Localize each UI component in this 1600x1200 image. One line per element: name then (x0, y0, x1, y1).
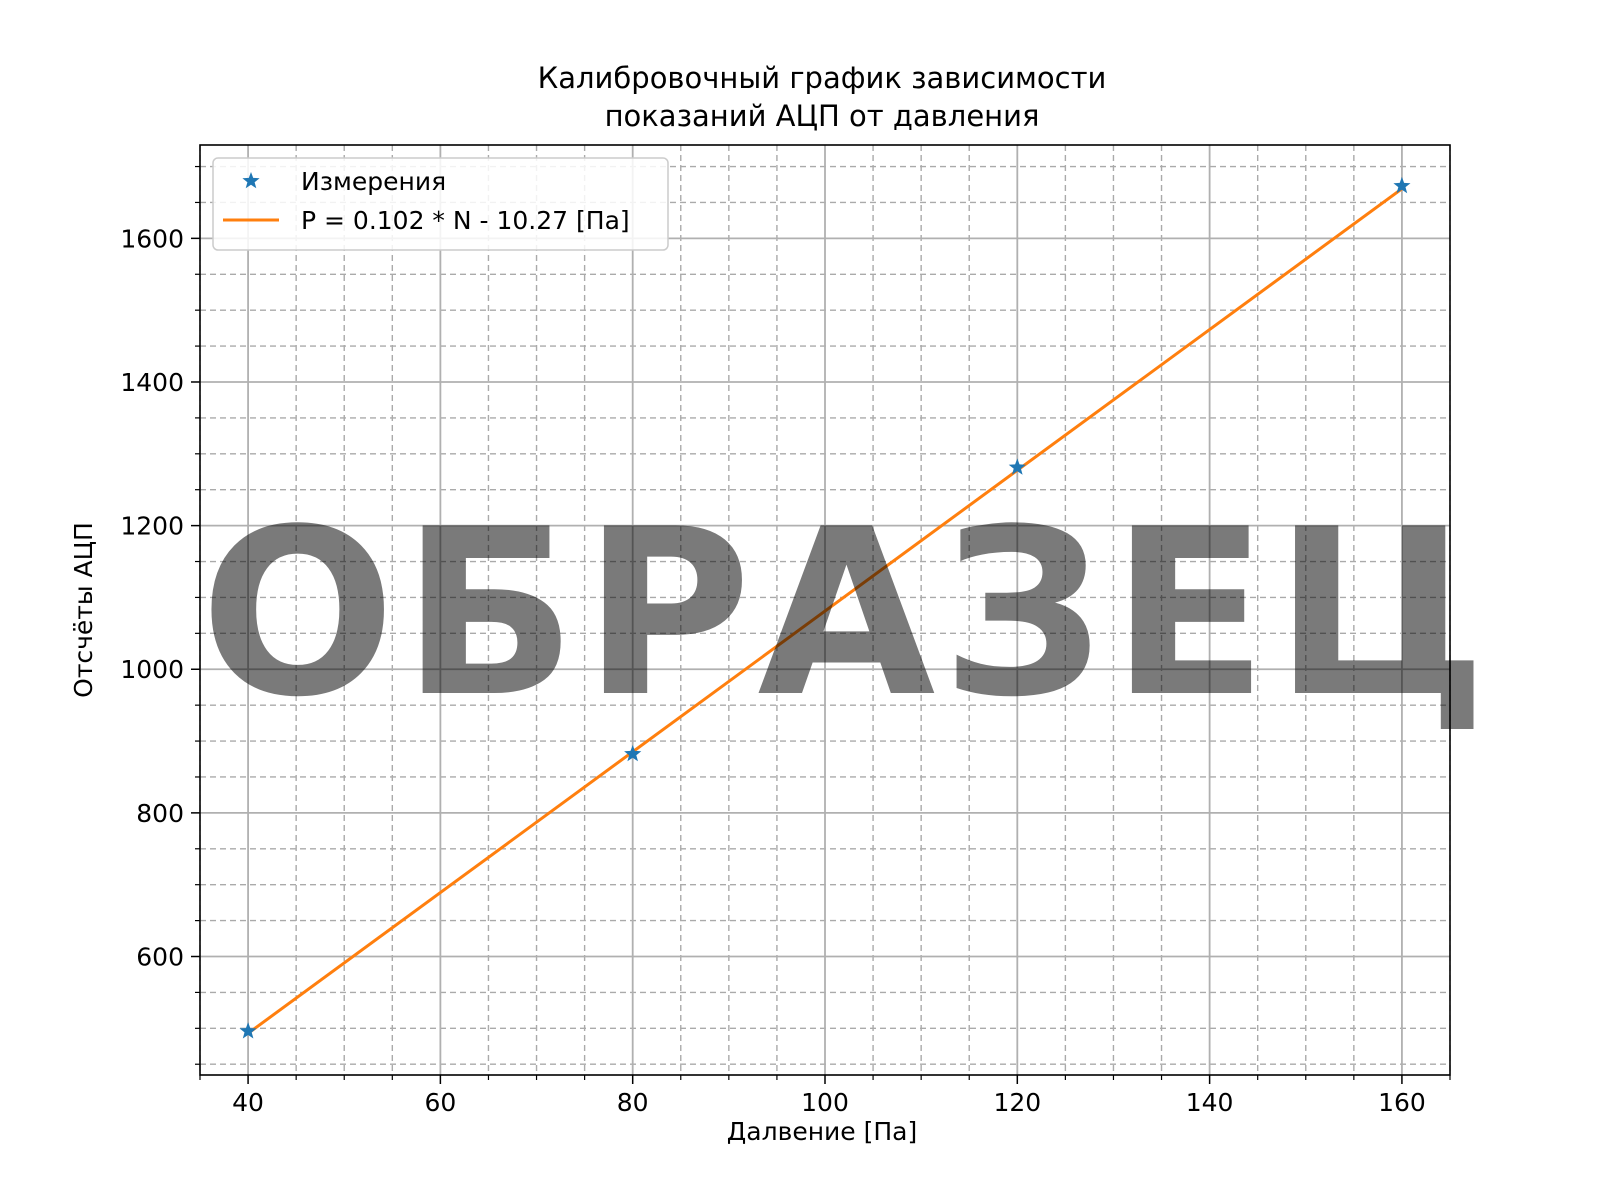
axis-tick-labels: 40 60 80 100 120 140 160 600 800 1000 1200 1400 1600 (120, 224, 1425, 1117)
chart-title: Калибровочный график зависимости показан… (538, 61, 1107, 133)
y-tick-label: 600 (136, 943, 184, 972)
x-tick-label: 140 (1186, 1088, 1234, 1117)
x-tick-label: 40 (232, 1088, 264, 1117)
y-tick-label: 1200 (120, 512, 184, 541)
legend: Измерения P = 0.102 * N - 10.27 [Па] (212, 157, 669, 251)
x-tick-label: 100 (801, 1088, 849, 1117)
axis-ticks (191, 165, 1451, 1084)
chart-title-line-1: Калибровочный график зависимости (538, 61, 1107, 95)
y-axis-label: Отсчёты АЦП (69, 522, 98, 698)
x-axis-label: Далвение [Па] (727, 1117, 918, 1146)
x-tick-label: 80 (617, 1088, 649, 1117)
y-tick-label: 1000 (120, 655, 184, 684)
chart-title-line-2: показаний АЦП от давления (605, 99, 1040, 133)
y-tick-label: 800 (136, 799, 184, 828)
x-tick-label: 60 (424, 1088, 456, 1117)
legend-box (212, 157, 669, 251)
x-tick-label: 160 (1378, 1088, 1426, 1117)
y-tick-label: 1600 (120, 224, 184, 253)
x-tick-label: 120 (993, 1088, 1041, 1117)
legend-label-measurements: Измерения (301, 167, 446, 196)
fit-line (247, 187, 1403, 1035)
legend-label-fit: P = 0.102 * N - 10.27 [Па] (301, 206, 630, 235)
measurement-point (624, 745, 642, 762)
major-gridlines (200, 145, 1450, 1075)
measurement-point (1393, 176, 1411, 194)
measurement-point (1008, 458, 1026, 475)
plot-frame (199, 144, 1451, 1076)
legend-star-marker (242, 172, 260, 189)
series-layer (239, 176, 1411, 1039)
y-tick-label: 1400 (120, 368, 184, 397)
measurement-point (239, 1022, 257, 1039)
